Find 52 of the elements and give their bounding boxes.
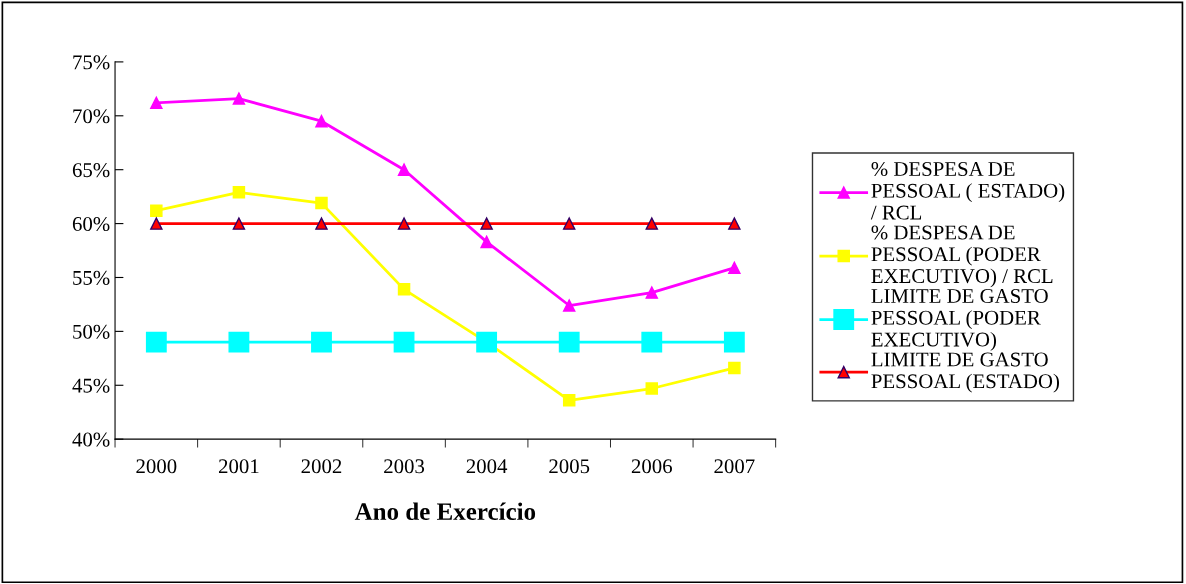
point [232,217,246,230]
point [645,217,659,230]
point [645,382,659,395]
point [393,331,415,353]
y-tick-label: 60% [72,216,110,232]
x-tick-label: 2003 [384,459,425,474]
y-tick-label: 50% [73,324,110,339]
x-tick-label: 2005 [549,459,590,474]
point [311,331,332,353]
point [397,283,411,296]
legend-label: % DESPESA DE PESSOAL (PODER EXECUTIVO) / RCL [871,225,1053,288]
y-tick-label: 40% [72,432,110,447]
x-tick-label: 2002 [301,459,342,474]
point [558,331,580,353]
point [562,394,576,407]
legend-label: % DESPESA DE PESSOAL ( ESTADO) / RCL [870,161,1065,220]
y-tick-label: 65% [72,163,110,178]
x-axis-title: Ano de Exercício [354,502,536,521]
y-tick-label: 70% [73,109,110,124]
point [562,299,576,312]
x-tick-label: 2000 [136,459,177,474]
x-tick-label: 2004 [466,459,508,474]
point [232,186,246,199]
x-tick-label: 2006 [631,459,672,474]
point [397,217,411,230]
point [145,331,167,353]
x-tick-label: 2007 [714,459,755,474]
point [480,217,493,230]
point [232,92,246,105]
point [150,204,163,217]
point [562,217,576,230]
legend-label: LIMITE DE GASTO PESSOAL (PODER EXECUTIVO) [871,289,1048,351]
point [728,261,741,275]
point [397,163,411,176]
point [228,331,250,353]
point [315,196,328,210]
point [476,331,498,353]
x-tick-label: 2001 [218,459,259,474]
point [315,217,328,230]
point [150,217,163,230]
point [315,114,328,128]
point [728,217,741,230]
point [480,235,493,249]
y-tick-label: 45% [72,378,110,393]
y-tick-label: 55% [73,270,110,285]
point [641,331,663,353]
y-tick-label: 75% [73,55,110,70]
legend-label: LIMITE DE GASTO PESSOAL (ESTADO) [871,352,1060,393]
point [645,286,659,299]
point [728,361,741,375]
point [723,331,745,353]
point [150,96,163,110]
